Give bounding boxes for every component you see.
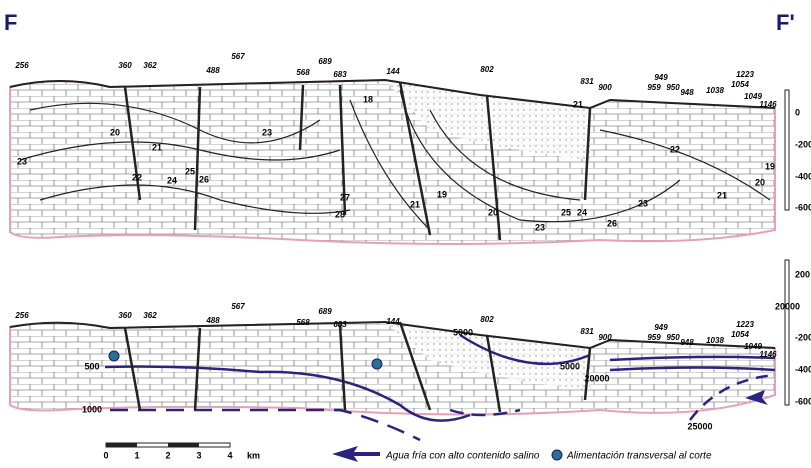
well-label: 831: [580, 327, 594, 336]
contour-label: 25: [561, 207, 571, 217]
well-label: 1054: [731, 330, 749, 339]
well-label: 949: [654, 323, 668, 332]
well-label: 568: [296, 68, 310, 77]
depth-label: -600: [795, 202, 811, 212]
depth-label: 0: [795, 301, 800, 311]
scale-tick: 3: [196, 450, 201, 460]
well-label: 1038: [706, 86, 724, 95]
well-label: 567: [231, 52, 245, 61]
well-label: 1223: [736, 320, 754, 329]
depth-label: 200: [795, 269, 810, 279]
contour-label: 18: [363, 94, 373, 104]
well-label: 360: [118, 61, 132, 70]
well-label: 689: [318, 307, 332, 316]
well-label: 362: [143, 311, 157, 320]
well-label: 959: [647, 83, 661, 92]
contour-label: 21: [573, 99, 583, 109]
scale-tick: 4: [227, 450, 232, 460]
contour-label: 26: [199, 174, 209, 184]
contour-label: 28: [335, 209, 345, 219]
well-label: 362: [143, 61, 157, 70]
contour-label: 22: [132, 172, 142, 182]
well-label: 959: [647, 333, 661, 342]
depth-label: -400: [795, 364, 811, 374]
depth-label: -600: [795, 396, 811, 406]
contour-label: 23: [638, 198, 648, 208]
contour-label: 24: [577, 207, 587, 217]
contour-label: 25: [185, 166, 195, 176]
well-label: 1146: [759, 100, 777, 109]
well-label: 802: [480, 315, 494, 324]
well-label: 689: [318, 57, 332, 66]
well-label: 144: [386, 67, 400, 76]
contour-label: 2000: [775, 301, 795, 311]
contour-label: 23: [17, 156, 27, 166]
contour-label: 19: [437, 189, 447, 199]
well-label: 949: [654, 73, 668, 82]
well-label: 683: [333, 70, 347, 79]
well-label: 831: [580, 77, 594, 86]
scale-bar: [106, 443, 230, 447]
depth-label: 0: [795, 107, 800, 117]
corner-label: F': [776, 10, 795, 35]
scale-tick: 1: [134, 450, 139, 460]
well-label: 488: [205, 316, 220, 325]
well-label: 567: [231, 302, 245, 311]
depth-label: -400: [795, 171, 811, 181]
contour-label: 22: [670, 144, 680, 154]
well-label: 256: [14, 311, 29, 320]
well-label: 1038: [706, 336, 724, 345]
well-label: 683: [333, 320, 347, 329]
contour-label: 20: [110, 127, 120, 137]
contour-label: 27: [340, 192, 350, 202]
well-label: 950: [666, 83, 680, 92]
contour-label: 20: [755, 177, 765, 187]
well-label: 900: [598, 333, 612, 342]
scale-unit: km: [247, 450, 260, 460]
contour-label: 20000: [584, 373, 609, 383]
well-label: 1146: [759, 350, 777, 359]
well-label: 144: [386, 317, 400, 326]
well-label: 360: [118, 311, 132, 320]
contour-label: 23: [262, 127, 272, 137]
depth-label: -200: [795, 139, 811, 149]
contour-label: 21: [410, 199, 420, 209]
contour-label: 25000: [687, 421, 712, 431]
legend-label: Alimentación transversal al corte: [566, 451, 712, 462]
contour-label: 500: [84, 361, 99, 371]
well-label: 802: [480, 65, 494, 74]
well-label: 900: [598, 83, 612, 92]
well-label: 568: [296, 318, 310, 327]
well-label: 488: [205, 66, 220, 75]
depth-label: -200: [795, 332, 811, 342]
contour-label: 5000: [560, 361, 580, 371]
contour-label: 20: [488, 207, 498, 217]
well-label: 256: [14, 61, 29, 70]
contour-label: 23: [535, 222, 545, 232]
contour-label: 21: [152, 142, 162, 152]
contour-label: 21: [717, 190, 727, 200]
contour-label: 19: [765, 161, 775, 171]
contour-label: 24: [167, 175, 177, 185]
scale-tick: 0: [103, 450, 108, 460]
contour-label: 5000: [453, 327, 473, 337]
cross-section: F F' 256 256 360 360 362 362 488 488 567 567 568 56…: [0, 0, 811, 463]
top-section: [10, 80, 775, 244]
well-label: 948: [680, 88, 694, 97]
well-label: 1223: [736, 70, 754, 79]
contour-label: 26: [607, 218, 617, 228]
well-label: 948: [680, 338, 694, 347]
corner-label: F: [4, 10, 17, 35]
scale-tick: 2: [165, 450, 170, 460]
legend-label: Agua fría con alto contenido salino: [385, 451, 540, 462]
well-label: 1054: [731, 80, 749, 89]
well-label: 950: [666, 333, 680, 342]
contour-label: 1000: [82, 404, 102, 414]
